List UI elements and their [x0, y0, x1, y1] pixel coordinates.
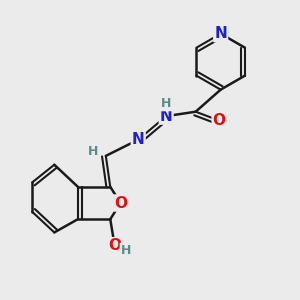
Text: H: H	[87, 145, 98, 158]
Text: O: O	[213, 113, 226, 128]
Text: H: H	[161, 97, 171, 110]
Text: O: O	[114, 196, 127, 211]
Text: O: O	[108, 238, 121, 253]
Text: N: N	[214, 26, 227, 41]
Text: N: N	[132, 132, 145, 147]
Text: H: H	[121, 244, 131, 256]
Text: N: N	[160, 109, 172, 124]
